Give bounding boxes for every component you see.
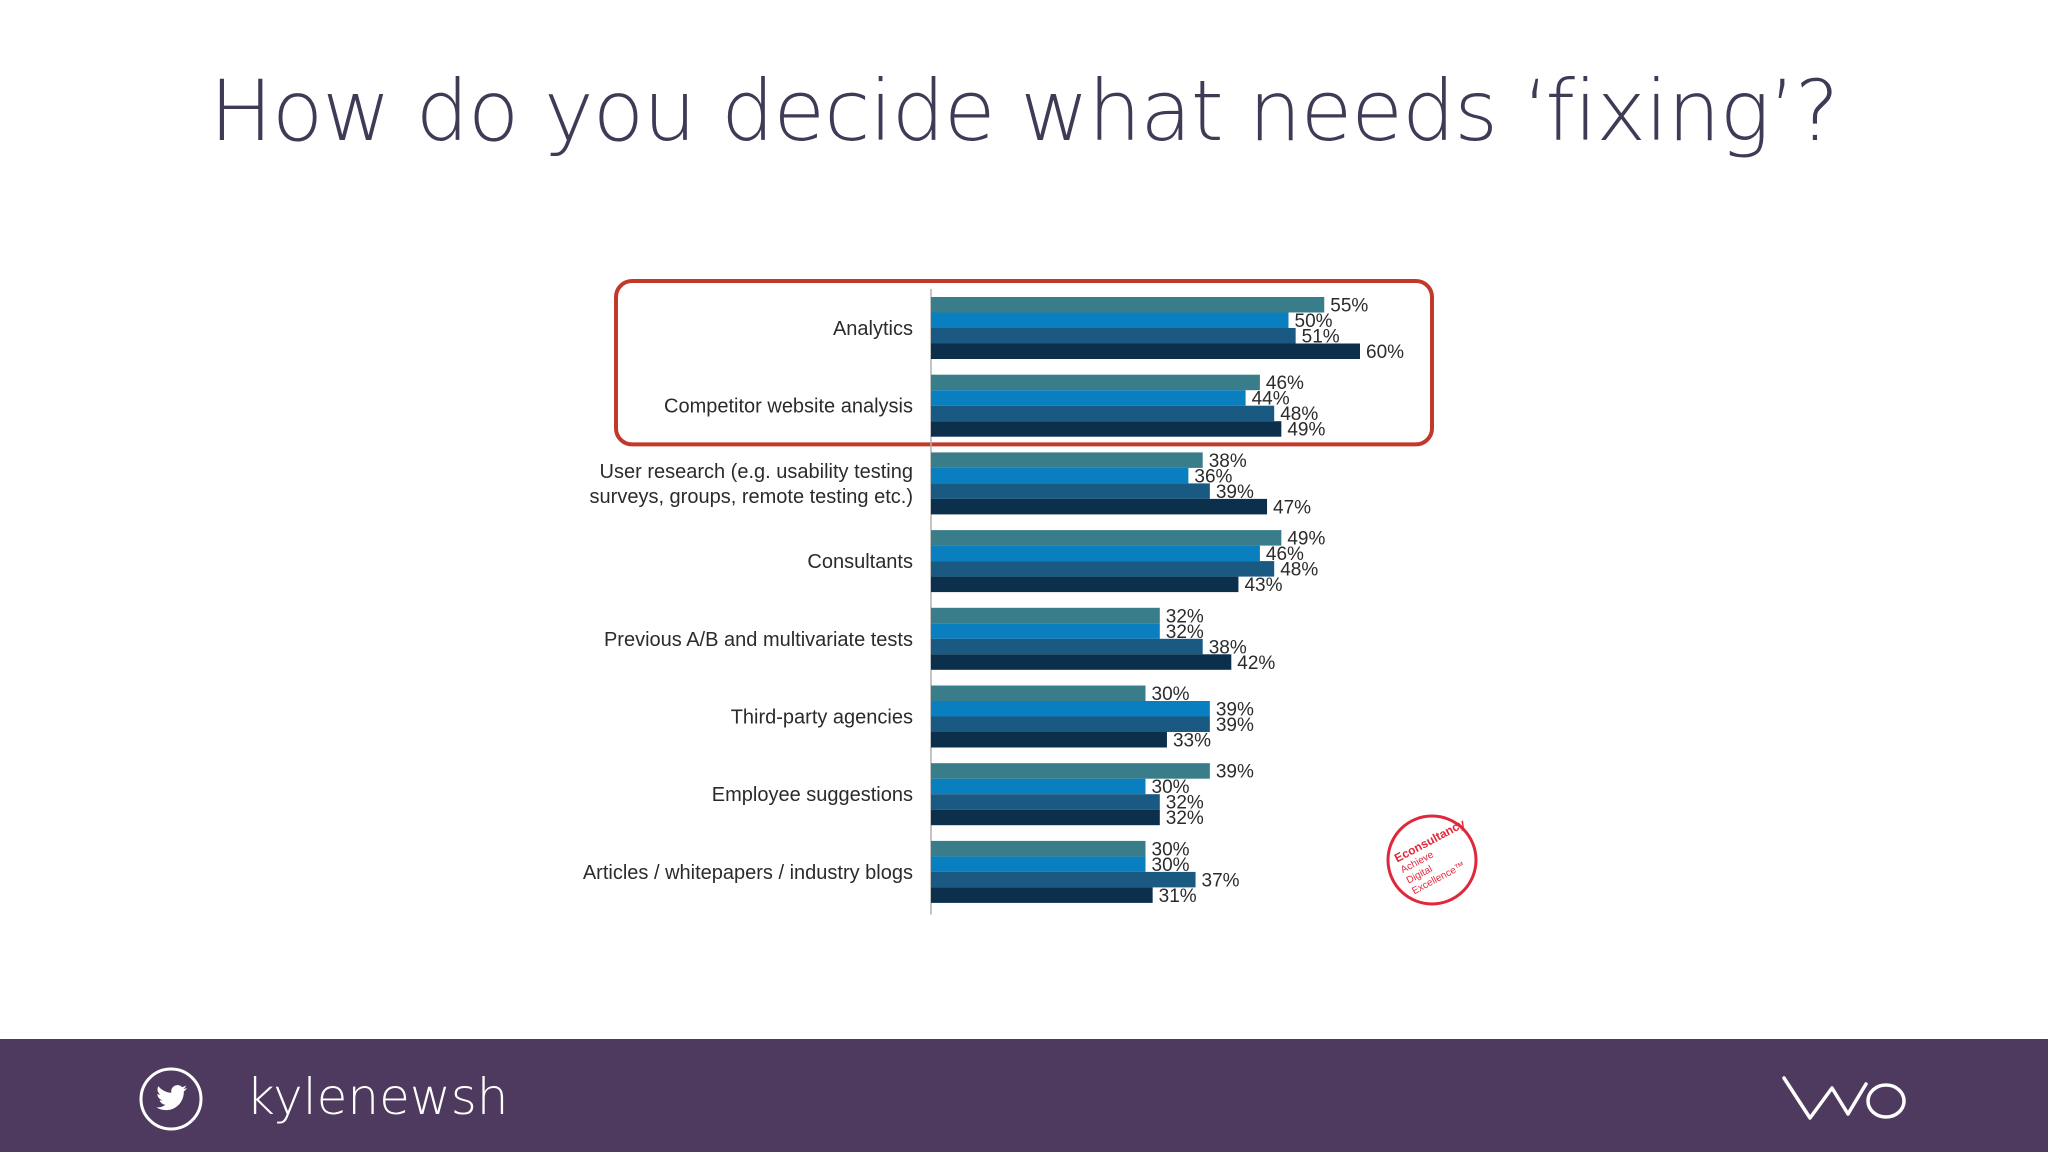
data-label: 39% <box>1216 715 1254 736</box>
category-label: surveys, groups, remote testing etc.) <box>590 486 913 508</box>
data-label: 30% <box>1152 777 1190 798</box>
data-label: 39% <box>1216 762 1254 783</box>
data-label: 49% <box>1287 529 1325 550</box>
category-label: Third-party agencies <box>731 707 913 729</box>
bar <box>931 297 1325 313</box>
data-label: 39% <box>1216 700 1254 721</box>
bar <box>931 856 1146 872</box>
bars-layer <box>930 289 1360 915</box>
highlight-box <box>614 279 1434 447</box>
bar <box>931 390 1246 406</box>
data-label: 33% <box>1173 731 1211 752</box>
bar <box>931 638 1203 655</box>
data-label: 32% <box>1166 622 1204 643</box>
bar <box>931 809 1160 826</box>
data-label: 39% <box>1216 482 1254 503</box>
data-label: 48% <box>1280 560 1318 581</box>
data-label: 37% <box>1202 870 1240 891</box>
category-label: Previous A/B and multivariate tests <box>604 629 913 651</box>
data-label: 43% <box>1244 575 1282 596</box>
bar <box>931 545 1260 562</box>
labels-layer: Analytics 55%50%51% 60% Competitor website … <box>583 296 1404 907</box>
bar <box>931 716 1210 732</box>
bar <box>931 794 1160 810</box>
data-label: 31% <box>1159 886 1197 907</box>
bar <box>931 576 1239 593</box>
bar-chart: Analytics 55%50%51% 60% Competitor website … <box>583 279 1478 915</box>
footer-bar <box>0 1039 2048 1152</box>
highlight-layer <box>614 279 1434 447</box>
brand-logo-icon <box>1782 1076 1906 1120</box>
data-label: 48% <box>1280 404 1318 425</box>
data-label: 32% <box>1166 606 1204 627</box>
twitter-handle[interactable]: kylenewsh <box>246 1068 509 1126</box>
data-label: 55% <box>1330 296 1368 317</box>
bar <box>931 623 1160 639</box>
bar <box>931 483 1210 499</box>
bar <box>931 607 1160 624</box>
category-label: Consultants <box>807 551 913 573</box>
bar <box>931 871 1196 888</box>
twitter-bird-icon[interactable] <box>138 1066 204 1132</box>
bar <box>931 530 1282 546</box>
category-label: User research (e.g. usability testing <box>600 461 913 483</box>
data-label: 30% <box>1152 855 1190 876</box>
data-label: 47% <box>1273 497 1311 518</box>
slide-title: How do you decide what needs ‘fixing’? <box>209 62 1840 160</box>
bar <box>931 887 1153 903</box>
bar <box>931 701 1210 717</box>
bar <box>931 421 1282 437</box>
bar <box>931 328 1296 344</box>
bar <box>931 343 1360 359</box>
bar <box>931 467 1189 484</box>
data-label: 38% <box>1209 637 1247 658</box>
data-label: 30% <box>1152 684 1190 705</box>
bar <box>931 561 1275 577</box>
data-label: 51% <box>1302 327 1340 348</box>
data-label: 38% <box>1209 451 1247 472</box>
data-label: 60% <box>1366 342 1404 363</box>
bar <box>931 778 1146 795</box>
data-label: 36% <box>1194 466 1232 487</box>
bar <box>931 654 1232 670</box>
bar <box>931 732 1167 748</box>
bar <box>931 405 1275 422</box>
data-label: 50% <box>1295 311 1333 332</box>
badge-ring <box>1386 814 1478 906</box>
bar <box>931 498 1268 515</box>
category-label: Employee suggestions <box>712 784 913 806</box>
bar <box>931 374 1260 391</box>
bar <box>931 763 1210 779</box>
bar <box>931 685 1146 701</box>
data-label: 32% <box>1166 808 1204 829</box>
data-label: 46% <box>1266 544 1304 565</box>
data-label: 42% <box>1237 653 1275 674</box>
bar <box>931 312 1289 328</box>
bar <box>931 840 1146 857</box>
data-label: 49% <box>1287 420 1325 441</box>
bar <box>931 452 1203 468</box>
data-label: 32% <box>1166 793 1204 814</box>
data-label: 46% <box>1266 373 1304 394</box>
category-label: Articles / whitepapers / industry blogs <box>583 862 913 884</box>
category-label: Analytics <box>833 318 913 340</box>
data-label: 44% <box>1252 389 1290 410</box>
category-label: Competitor website analysis <box>664 396 913 418</box>
data-label: 30% <box>1152 839 1190 860</box>
